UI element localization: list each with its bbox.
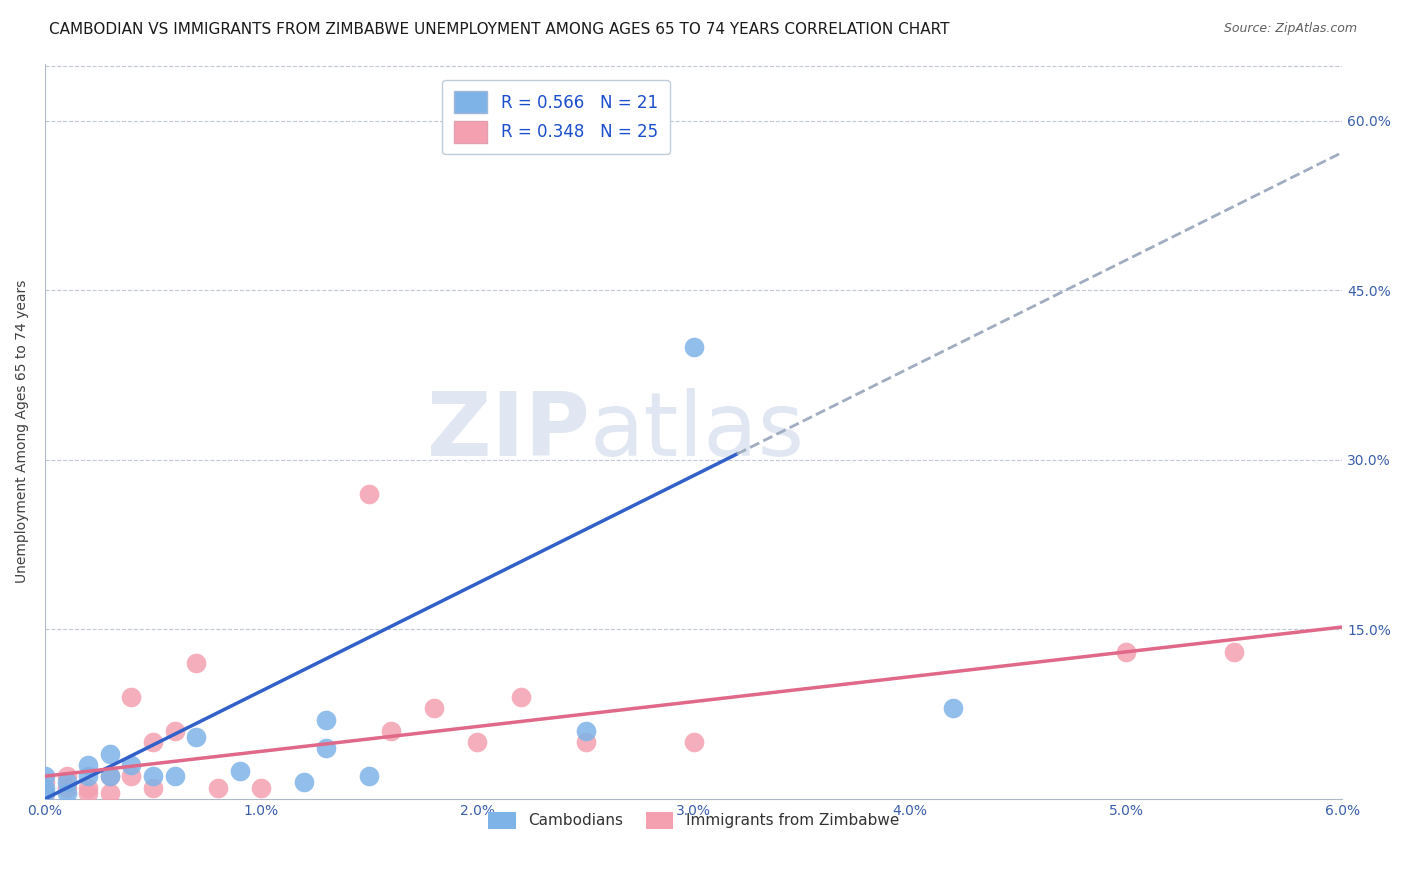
Point	[142, 769, 165, 783]
Point	[34, 786, 56, 800]
Point	[34, 775, 56, 789]
Point	[682, 735, 704, 749]
Point	[98, 747, 121, 761]
Point	[34, 780, 56, 795]
Point	[315, 713, 337, 727]
Point	[98, 786, 121, 800]
Point	[55, 775, 77, 789]
Point	[294, 775, 316, 789]
Point	[142, 780, 165, 795]
Point	[380, 724, 402, 739]
Point	[120, 690, 142, 704]
Point	[55, 769, 77, 783]
Point	[359, 486, 381, 500]
Text: Source: ZipAtlas.com: Source: ZipAtlas.com	[1223, 22, 1357, 36]
Point	[1223, 645, 1246, 659]
Point	[509, 690, 531, 704]
Point	[163, 769, 186, 783]
Point	[120, 769, 142, 783]
Point	[467, 735, 489, 749]
Point	[1115, 645, 1137, 659]
Legend: Cambodians, Immigrants from Zimbabwe: Cambodians, Immigrants from Zimbabwe	[482, 805, 905, 835]
Point	[228, 764, 250, 778]
Text: CAMBODIAN VS IMMIGRANTS FROM ZIMBABWE UNEMPLOYMENT AMONG AGES 65 TO 74 YEARS COR: CAMBODIAN VS IMMIGRANTS FROM ZIMBABWE UN…	[49, 22, 949, 37]
Point	[55, 780, 77, 795]
Y-axis label: Unemployment Among Ages 65 to 74 years: Unemployment Among Ages 65 to 74 years	[15, 280, 30, 583]
Text: ZIP: ZIP	[427, 388, 591, 475]
Point	[207, 780, 229, 795]
Point	[77, 780, 100, 795]
Point	[942, 701, 965, 715]
Point	[423, 701, 446, 715]
Point	[315, 741, 337, 756]
Point	[34, 769, 56, 783]
Point	[55, 786, 77, 800]
Point	[120, 758, 142, 772]
Point	[574, 724, 596, 739]
Point	[77, 758, 100, 772]
Point	[34, 786, 56, 800]
Point	[186, 656, 208, 670]
Point	[186, 730, 208, 744]
Point	[98, 769, 121, 783]
Point	[574, 735, 596, 749]
Point	[163, 724, 186, 739]
Point	[77, 786, 100, 800]
Point	[250, 780, 273, 795]
Point	[359, 769, 381, 783]
Point	[77, 769, 100, 783]
Point	[142, 735, 165, 749]
Point	[98, 769, 121, 783]
Text: atlas: atlas	[591, 388, 806, 475]
Point	[682, 340, 704, 354]
